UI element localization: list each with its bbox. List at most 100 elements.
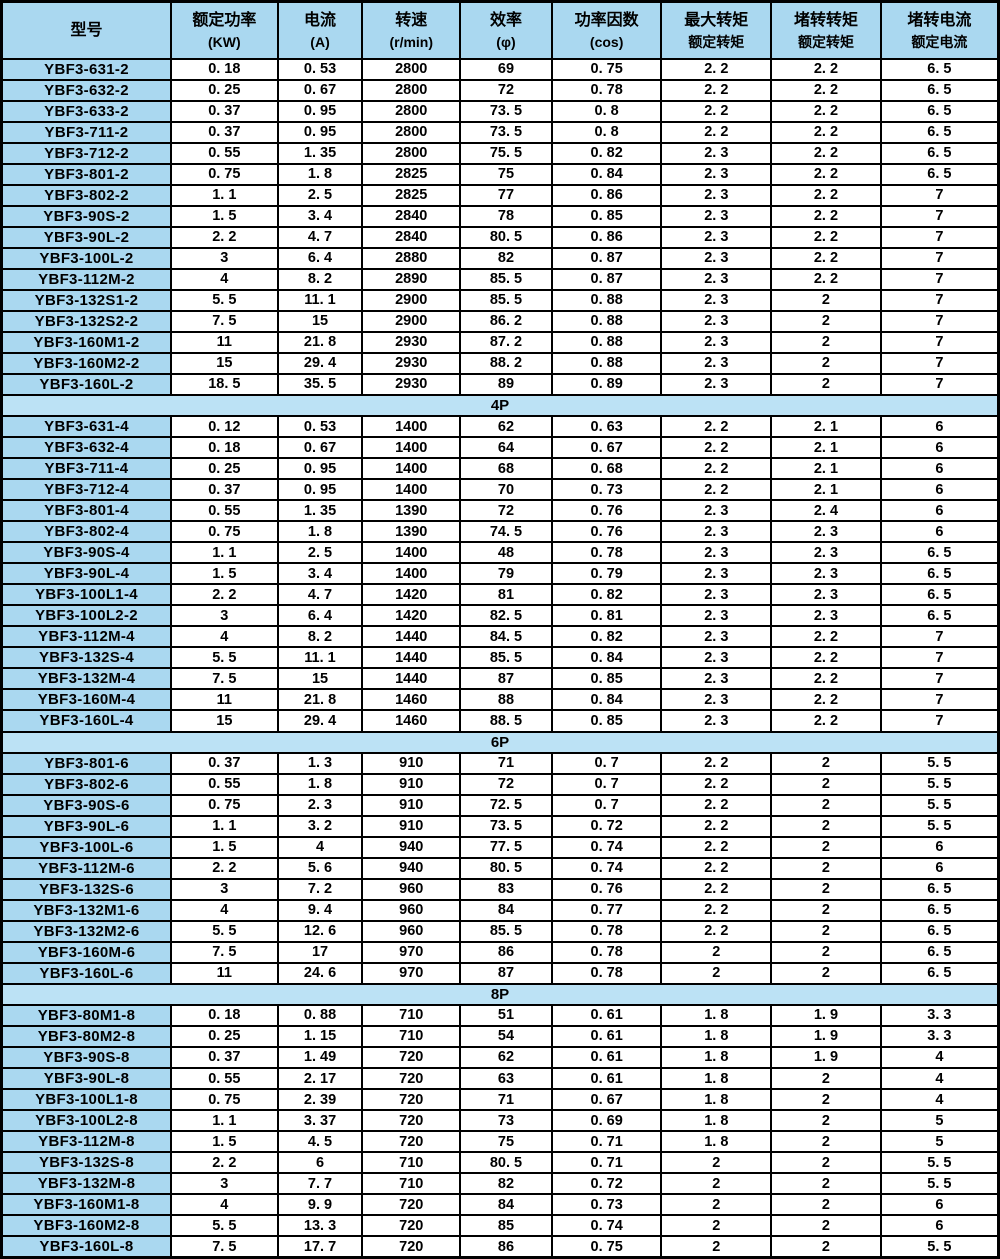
- column-header-line2: 额定电流: [911, 33, 968, 50]
- model-cell: YBF3-100L1-4: [0, 583, 172, 607]
- power-factor-value: 0. 87: [550, 246, 663, 270]
- speed-value: 2890: [361, 267, 462, 291]
- model-cell: YBF3-712-4: [0, 478, 172, 502]
- model-cell: YBF3-80M2-8: [0, 1024, 172, 1048]
- max-torque-ratio-value: 2. 2: [660, 814, 773, 838]
- locked-rotor-torque-ratio-value: 2. 2: [770, 667, 882, 691]
- column-header-line2: (φ): [496, 33, 516, 50]
- locked-rotor-current-ratio-value: 6. 5: [879, 562, 1000, 586]
- locked-rotor-torque-ratio-value: 2. 1: [770, 478, 882, 502]
- current-value: 0. 53: [276, 57, 364, 81]
- current-value: 1. 35: [276, 499, 364, 523]
- table-row: YBF3-90S-4 1. 1 2. 5 1400 48 0. 78 2. 3 2. 3 6. …: [0, 541, 1000, 565]
- locked-rotor-current-ratio-value: 6: [879, 1214, 1000, 1238]
- efficiency-value: 82: [459, 1172, 553, 1196]
- rated-power-value: 3: [169, 1172, 279, 1196]
- speed-value: 1400: [361, 415, 462, 439]
- current-value: 7. 2: [276, 877, 364, 901]
- speed-value: 940: [361, 835, 462, 859]
- rated-power-value: 0. 55: [169, 141, 279, 165]
- header-row: 型号 额定功率 (KW) 电流 (A) 转速 (r/min) 效率 (φ) 功率因数 (cos) 最大…: [0, 0, 1000, 60]
- locked-rotor-current-ratio-value: 6: [879, 499, 1000, 523]
- speed-value: 910: [361, 772, 462, 796]
- efficiency-value: 86: [459, 940, 553, 964]
- speed-value: 1440: [361, 667, 462, 691]
- locked-rotor-current-ratio-value: 5: [879, 1109, 1000, 1133]
- rated-power-value: 0. 75: [169, 162, 279, 186]
- table-row: YBF3-90L-2 2. 2 4. 7 2840 80. 5 0. 86 2. 3 2. 2…: [0, 225, 1000, 249]
- speed-value: 710: [361, 1024, 462, 1048]
- section-divider-4p: 4P: [0, 393, 1000, 418]
- locked-rotor-torque-ratio-value: 2. 2: [770, 625, 882, 649]
- rated-power-value: 4: [169, 1193, 279, 1217]
- locked-rotor-current-ratio-value: 5: [879, 1130, 1000, 1154]
- column-header-efficiency: 效率 (φ): [459, 0, 553, 60]
- model-cell: YBF3-160M-4: [0, 688, 172, 712]
- speed-value: 1400: [361, 478, 462, 502]
- model-cell: YBF3-112M-8: [0, 1130, 172, 1154]
- efficiency-value: 80. 5: [459, 856, 553, 880]
- locked-rotor-torque-ratio-value: 2. 2: [770, 709, 882, 733]
- efficiency-value: 85. 5: [459, 288, 553, 312]
- power-factor-value: 0. 72: [550, 1172, 663, 1196]
- table-row: YBF3-802-6 0. 55 1. 8 910 72 0. 7 2. 2 2 5. 5: [0, 772, 1000, 796]
- speed-value: 720: [361, 1193, 462, 1217]
- power-factor-value: 0. 75: [550, 1235, 663, 1259]
- max-torque-ratio-value: 2. 2: [660, 919, 773, 943]
- current-value: 2. 3: [276, 793, 364, 817]
- current-value: 1. 3: [276, 751, 364, 775]
- power-factor-value: 0. 7: [550, 772, 663, 796]
- rated-power-value: 5. 5: [169, 288, 279, 312]
- speed-value: 2930: [361, 351, 462, 375]
- rated-power-value: 0. 37: [169, 478, 279, 502]
- locked-rotor-torque-ratio-value: 2: [770, 772, 882, 796]
- max-torque-ratio-value: 2. 3: [660, 583, 773, 607]
- max-torque-ratio-value: 2. 2: [660, 99, 773, 123]
- locked-rotor-current-ratio-value: 6. 5: [879, 78, 1000, 102]
- efficiency-value: 84: [459, 898, 553, 922]
- table-row: YBF3-711-2 0. 37 0. 95 2800 73. 5 0. 8 2. 2 2. …: [0, 120, 1000, 144]
- model-cell: YBF3-632-2: [0, 78, 172, 102]
- locked-rotor-torque-ratio-value: 2. 3: [770, 604, 882, 628]
- max-torque-ratio-value: 2. 2: [660, 856, 773, 880]
- locked-rotor-torque-ratio-value: 2: [770, 814, 882, 838]
- model-cell: YBF3-160M2-2: [0, 351, 172, 375]
- rated-power-value: 0. 25: [169, 457, 279, 481]
- model-cell: YBF3-90L-8: [0, 1066, 172, 1091]
- model-cell: YBF3-112M-6: [0, 856, 172, 880]
- model-cell: YBF3-90L-4: [0, 562, 172, 586]
- efficiency-value: 85. 5: [459, 267, 553, 291]
- locked-rotor-current-ratio-value: 4: [879, 1045, 1000, 1070]
- efficiency-value: 87. 2: [459, 330, 553, 354]
- locked-rotor-current-ratio-value: 5. 5: [879, 793, 1000, 817]
- max-torque-ratio-value: 2. 3: [660, 646, 773, 670]
- model-cell: YBF3-711-4: [0, 457, 172, 481]
- current-value: 9. 4: [276, 898, 364, 922]
- rated-power-value: 5. 5: [169, 1214, 279, 1238]
- rated-power-value: 0. 55: [169, 1066, 279, 1091]
- model-cell: YBF3-90S-2: [0, 204, 172, 228]
- max-torque-ratio-value: 2. 3: [660, 541, 773, 565]
- table-row: YBF3-160L-8 7. 5 17. 7 720 86 0. 75 2 2 5. 5: [0, 1235, 1000, 1259]
- power-factor-value: 0. 76: [550, 520, 663, 544]
- model-cell: YBF3-112M-4: [0, 625, 172, 649]
- locked-rotor-torque-ratio-value: 2: [770, 961, 882, 985]
- current-value: 2. 5: [276, 541, 364, 565]
- locked-rotor-current-ratio-value: 6. 5: [879, 57, 1000, 81]
- efficiency-value: 54: [459, 1024, 553, 1048]
- rated-power-value: 18. 5: [169, 372, 279, 397]
- power-factor-value: 0. 73: [550, 1193, 663, 1217]
- current-value: 13. 3: [276, 1214, 364, 1238]
- power-factor-value: 0. 69: [550, 1109, 663, 1133]
- efficiency-value: 88. 2: [459, 351, 553, 375]
- locked-rotor-torque-ratio-value: 2: [770, 793, 882, 817]
- locked-rotor-torque-ratio-value: 2. 3: [770, 541, 882, 565]
- locked-rotor-torque-ratio-value: 2. 1: [770, 436, 882, 460]
- table-row: YBF3-801-2 0. 75 1. 8 2825 75 0. 84 2. 3 2. 2 6.…: [0, 162, 1000, 186]
- power-factor-value: 0. 71: [550, 1151, 663, 1175]
- section-divider-label: 8P: [0, 982, 1000, 1006]
